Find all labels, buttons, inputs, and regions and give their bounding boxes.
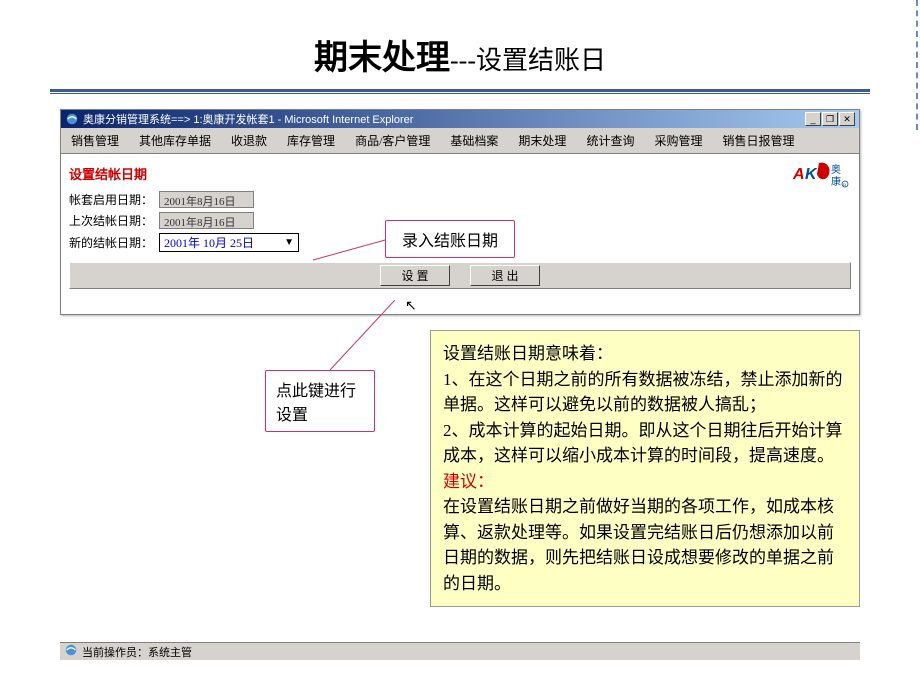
close-button[interactable]: ✕ bbox=[839, 112, 855, 126]
svg-text:A: A bbox=[792, 166, 805, 183]
callout-1-text: 录入结账日期 bbox=[402, 233, 498, 250]
callout-click-set: 点此键进行设置 bbox=[265, 370, 375, 432]
note-line-3: 2、成本计算的起始日期。即从这个日期往后开始计算成本，这样可以缩小成本计算的时间… bbox=[443, 418, 847, 469]
menu-purchase[interactable]: 采购管理 bbox=[648, 130, 708, 151]
label-start-date: 帐套启用日期： bbox=[69, 191, 159, 208]
ie-status-icon bbox=[64, 643, 78, 660]
title-sep: --- bbox=[450, 46, 476, 75]
ie-window: 奥康分销管理系统==> 1:奥康开发帐套1 - Microsoft Intern… bbox=[60, 109, 860, 315]
cursor-icon: ↖ bbox=[405, 298, 417, 315]
note-box: 设置结账日期意味着： 1、在这个日期之前的所有数据被冻结，禁止添加新的单据。这样… bbox=[430, 330, 860, 607]
statusbar: 当前操作员：系统主管 bbox=[60, 642, 860, 660]
svg-text:奥: 奥 bbox=[831, 163, 841, 176]
titlebar-left: 奥康分销管理系统==> 1:奥康开发帐套1 - Microsoft Intern… bbox=[65, 111, 413, 127]
note-line-4: 建议： bbox=[443, 469, 847, 495]
menu-daily-report[interactable]: 销售日报管理 bbox=[716, 130, 800, 151]
title-sub: 设置结账日 bbox=[476, 46, 606, 75]
new-date-value: 2001年 10月 25日 bbox=[164, 234, 254, 251]
menubar: 销售管理 其他库存单据 收退款 库存管理 商品/客户管理 基础档案 期末处理 统… bbox=[61, 128, 859, 154]
field-last-date: 2001年8月16日 bbox=[159, 212, 254, 229]
svg-text:K: K bbox=[805, 166, 818, 183]
menu-basic-archive[interactable]: 基础档案 bbox=[444, 130, 504, 151]
label-last-date: 上次结帐日期： bbox=[69, 212, 159, 229]
callout-line-2 bbox=[320, 300, 400, 375]
title-underline bbox=[50, 89, 870, 94]
menu-stats[interactable]: 统计查询 bbox=[580, 130, 640, 151]
aokang-logo: A K 奥 康 R bbox=[791, 159, 849, 196]
minimize-button[interactable]: _ bbox=[805, 112, 821, 126]
menu-period-end[interactable]: 期末处理 bbox=[512, 130, 572, 151]
set-button[interactable]: 设 置 bbox=[380, 265, 450, 286]
slide-title: 期末处理---设置结账日 bbox=[0, 0, 920, 89]
status-text: 当前操作员：系统主管 bbox=[82, 644, 192, 660]
window-controls: _ ❐ ✕ bbox=[805, 112, 855, 126]
note-line-2: 1、在这个日期之前的所有数据被冻结，禁止添加新的单据。这样可以避免以前的数据被人… bbox=[443, 367, 847, 418]
title-main: 期末处理 bbox=[314, 40, 450, 77]
menu-product-customer[interactable]: 商品/客户管理 bbox=[349, 130, 436, 151]
dropdown-arrow-icon: ▼ bbox=[284, 237, 294, 248]
slide-decor-border bbox=[915, 0, 918, 130]
form-title: 设置结帐日期 bbox=[69, 164, 851, 183]
callout-2-text: 点此键进行设置 bbox=[276, 383, 356, 424]
restore-button[interactable]: ❐ bbox=[822, 112, 838, 126]
note-line-5: 在设置结账日期之前做好当期的各项工作，如成本核算、返款处理等。如果设置完结账日后… bbox=[443, 494, 847, 596]
button-bar: 设 置 退 出 bbox=[69, 262, 851, 289]
field-start-date: 2001年8月16日 bbox=[159, 191, 254, 208]
menu-sales[interactable]: 销售管理 bbox=[65, 130, 125, 151]
ie-icon bbox=[65, 112, 79, 126]
window-title: 奥康分销管理系统==> 1:奥康开发帐套1 - Microsoft Intern… bbox=[83, 111, 413, 127]
menu-refund[interactable]: 收退款 bbox=[225, 130, 273, 151]
callout-line-1 bbox=[313, 235, 388, 265]
callout-input-date: 录入结账日期 bbox=[385, 220, 515, 258]
svg-text:康: 康 bbox=[831, 175, 841, 188]
note-line-1: 设置结账日期意味着： bbox=[443, 341, 847, 367]
form-row-start-date: 帐套启用日期： 2001年8月16日 bbox=[69, 191, 851, 208]
menu-inventory[interactable]: 库存管理 bbox=[281, 130, 341, 151]
label-new-date: 新的结帐日期： bbox=[69, 234, 159, 251]
field-new-date[interactable]: 2001年 10月 25日 ▼ bbox=[159, 233, 299, 252]
menu-other-stock[interactable]: 其他库存单据 bbox=[133, 130, 217, 151]
ie-titlebar: 奥康分销管理系统==> 1:奥康开发帐套1 - Microsoft Intern… bbox=[61, 110, 859, 128]
exit-button[interactable]: 退 出 bbox=[470, 265, 540, 286]
